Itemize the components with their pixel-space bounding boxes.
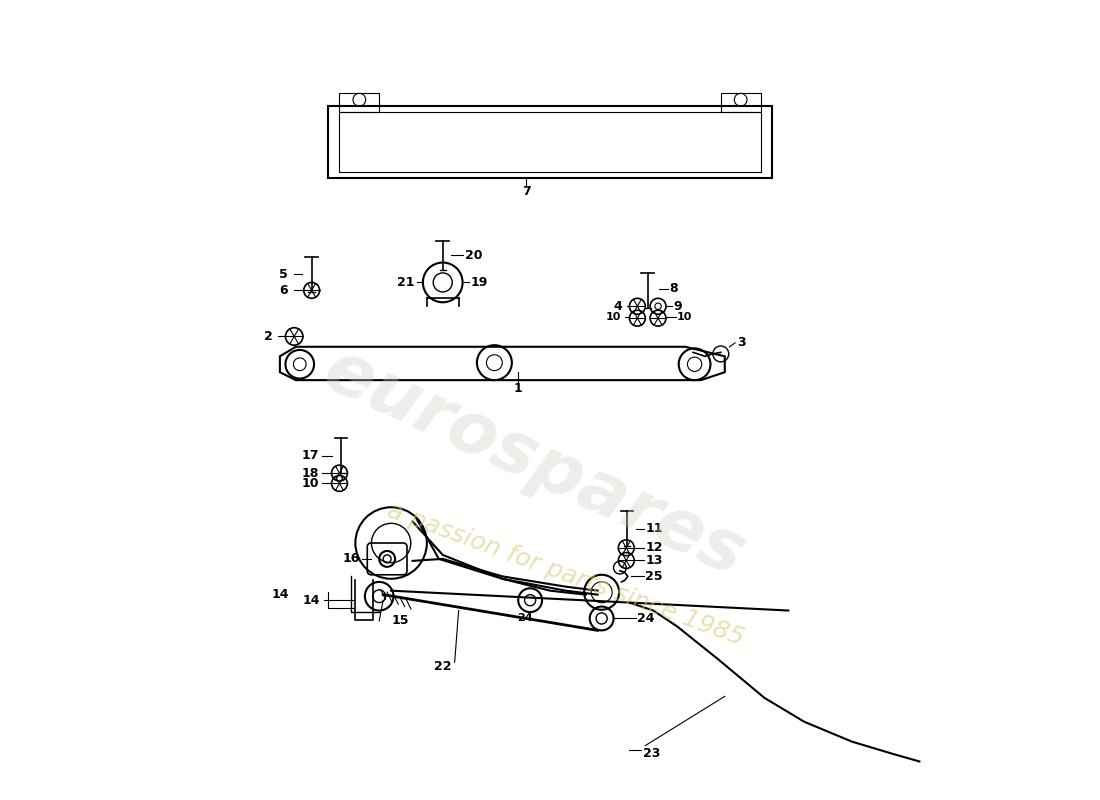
Text: 2: 2	[264, 330, 273, 343]
Text: 3: 3	[737, 336, 746, 350]
Text: 10: 10	[301, 477, 319, 490]
Bar	[720, 93, 760, 113]
Text: 8: 8	[669, 282, 678, 295]
Text: 24: 24	[517, 614, 532, 623]
Bar	[340, 112, 760, 171]
Text: a passion for parts since 1985: a passion for parts since 1985	[384, 499, 748, 650]
Text: 4: 4	[613, 300, 621, 313]
Bar	[328, 106, 772, 178]
Text: 13: 13	[646, 554, 662, 567]
Text: 19: 19	[471, 276, 488, 289]
Text: 18: 18	[301, 466, 319, 479]
Text: 9: 9	[673, 300, 682, 313]
Text: 14: 14	[302, 594, 320, 606]
Text: 22: 22	[434, 660, 451, 673]
Text: 21: 21	[397, 276, 415, 289]
Bar	[340, 93, 379, 113]
Text: eurospares: eurospares	[312, 336, 756, 591]
Text: 10: 10	[678, 311, 693, 322]
Text: 11: 11	[646, 522, 663, 535]
Text: 5: 5	[279, 268, 288, 281]
Text: 20: 20	[465, 249, 483, 262]
Text: 10: 10	[606, 311, 621, 322]
Text: 12: 12	[646, 542, 663, 554]
Text: 15: 15	[392, 614, 408, 627]
Text: 23: 23	[642, 747, 660, 760]
Text: 14: 14	[271, 588, 288, 601]
Text: 1: 1	[514, 382, 522, 394]
Text: 25: 25	[646, 570, 663, 583]
Text: 17: 17	[301, 449, 319, 462]
Text: 24: 24	[637, 612, 654, 625]
Text: 7: 7	[521, 186, 530, 198]
Text: 16: 16	[343, 552, 360, 566]
Text: 6: 6	[279, 284, 288, 297]
